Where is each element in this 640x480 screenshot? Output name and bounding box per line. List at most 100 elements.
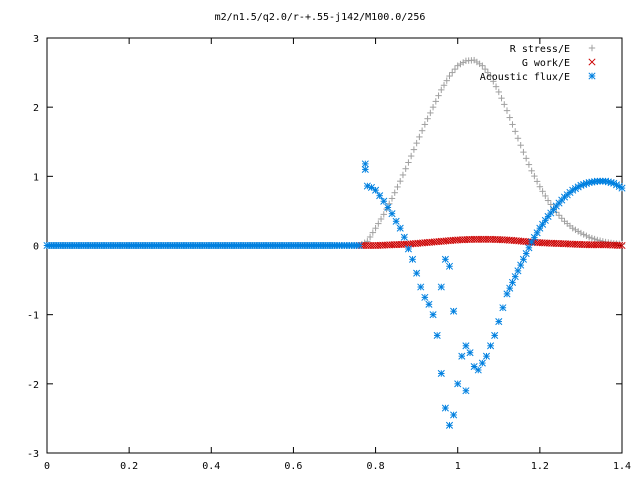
data-point bbox=[445, 262, 454, 270]
data-point bbox=[402, 165, 409, 172]
data-point bbox=[446, 72, 453, 80]
data-point bbox=[577, 229, 585, 237]
x-tick-label: 0.8 bbox=[367, 461, 385, 472]
data-point bbox=[367, 183, 376, 191]
data-point bbox=[484, 69, 492, 76]
data-point bbox=[355, 241, 363, 250]
x-tick-label: 0.2 bbox=[120, 461, 138, 472]
data-point bbox=[462, 387, 470, 395]
data-point bbox=[404, 245, 412, 253]
data-point bbox=[533, 178, 541, 185]
data-point bbox=[440, 82, 448, 89]
data-point bbox=[517, 142, 524, 149]
data-point bbox=[588, 234, 596, 242]
y-tick-label: 3 bbox=[33, 34, 39, 45]
x-tick-label: 0.6 bbox=[284, 461, 302, 472]
data-point bbox=[424, 115, 431, 122]
data-point bbox=[591, 235, 598, 243]
data-point bbox=[396, 224, 404, 232]
data-point bbox=[429, 103, 437, 111]
data-point bbox=[429, 311, 437, 319]
data-point bbox=[413, 269, 421, 277]
data-point bbox=[441, 404, 449, 412]
data-point bbox=[544, 197, 552, 204]
data-point bbox=[474, 366, 482, 374]
data-point bbox=[466, 349, 474, 357]
data-point bbox=[514, 267, 522, 275]
legend-marker bbox=[588, 44, 596, 52]
data-point bbox=[369, 229, 377, 236]
data-point bbox=[490, 78, 497, 85]
data-point bbox=[499, 304, 507, 312]
data-point bbox=[525, 244, 533, 252]
data-point bbox=[449, 69, 456, 76]
data-point bbox=[520, 148, 527, 156]
data-point bbox=[491, 331, 499, 339]
data-point bbox=[492, 83, 500, 90]
data-point bbox=[454, 380, 462, 388]
y-tick-label: 1 bbox=[33, 172, 39, 183]
data-point bbox=[509, 121, 516, 128]
x-tick-label: 0.4 bbox=[202, 461, 220, 472]
data-point bbox=[462, 342, 470, 350]
y-tick-label: 2 bbox=[33, 103, 39, 114]
data-point bbox=[525, 161, 533, 168]
data-point bbox=[495, 88, 502, 96]
data-point bbox=[583, 232, 590, 240]
data-point bbox=[392, 217, 400, 225]
data-point bbox=[512, 128, 519, 135]
data-point bbox=[580, 231, 587, 238]
data-point bbox=[481, 65, 489, 73]
data-point bbox=[372, 186, 380, 194]
data-point bbox=[536, 224, 544, 232]
data-point bbox=[558, 215, 565, 222]
data-point bbox=[495, 318, 503, 326]
legend-label: G work/E bbox=[522, 58, 570, 69]
data-point bbox=[388, 195, 396, 202]
data-point bbox=[594, 236, 601, 244]
data-point bbox=[503, 107, 511, 114]
data-point bbox=[432, 98, 440, 105]
legend-marker bbox=[588, 58, 596, 66]
data-point bbox=[542, 192, 549, 200]
data-point bbox=[479, 62, 486, 69]
y-tick-label: -1 bbox=[27, 311, 39, 322]
data-point bbox=[380, 197, 388, 205]
data-point bbox=[618, 241, 626, 250]
data-point bbox=[437, 283, 445, 291]
data-point bbox=[618, 184, 626, 192]
data-point bbox=[487, 72, 494, 80]
data-point bbox=[421, 293, 429, 301]
data-point bbox=[522, 155, 530, 162]
axes: 0 0.2 0.4 0.6 0.8 1 1.2 1.4 3 2 1 0 -1 -2 -3 bbox=[27, 34, 631, 472]
data-point bbox=[372, 225, 379, 232]
data-point bbox=[445, 421, 454, 429]
data-point bbox=[612, 181, 621, 189]
data-point bbox=[443, 77, 450, 84]
data-point bbox=[397, 177, 404, 185]
data-point bbox=[380, 211, 387, 218]
legend-label: R stress/E bbox=[510, 44, 570, 55]
data-point bbox=[503, 290, 511, 298]
data-point bbox=[459, 59, 467, 66]
x-tick-label: 1 bbox=[455, 461, 461, 472]
data-point bbox=[391, 189, 398, 196]
data-point bbox=[441, 255, 449, 263]
data-point bbox=[517, 261, 525, 269]
data-point bbox=[438, 86, 445, 94]
data-point bbox=[377, 215, 385, 223]
data-point bbox=[498, 94, 505, 102]
data-point bbox=[407, 152, 415, 160]
data-point bbox=[544, 212, 552, 221]
y-tick-label: -2 bbox=[27, 380, 39, 391]
data-point bbox=[421, 121, 429, 128]
data-point bbox=[547, 209, 555, 217]
data-point bbox=[501, 101, 508, 108]
data-point bbox=[522, 250, 530, 258]
data-point bbox=[376, 192, 384, 200]
data-point bbox=[416, 133, 423, 141]
legend-label: Acoustic flux/E bbox=[480, 72, 570, 83]
data-point bbox=[457, 60, 464, 68]
data-point bbox=[405, 159, 412, 166]
data-point bbox=[536, 183, 544, 190]
